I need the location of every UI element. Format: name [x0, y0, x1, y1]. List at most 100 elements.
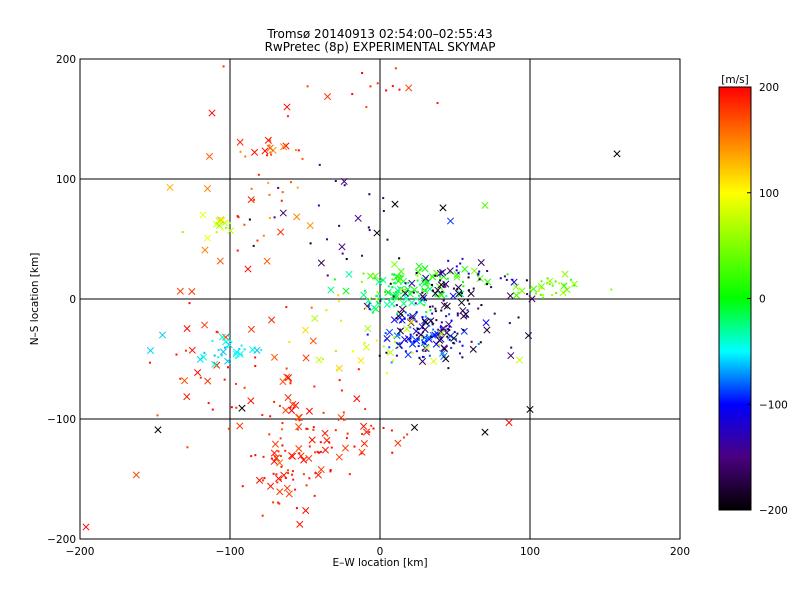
scatter-point: [417, 345, 420, 348]
scatter-point: [570, 280, 578, 288]
scatter-point: [376, 302, 379, 305]
scatter-point: [395, 354, 398, 357]
scatter-point: [391, 85, 394, 88]
scatter-point: [450, 334, 458, 342]
scatter-point: [308, 436, 316, 444]
scatter-point: [382, 209, 385, 212]
scatter-point: [440, 321, 443, 324]
scatter-point: [393, 336, 396, 339]
scatter-point: [478, 270, 481, 273]
scatter-point: [398, 305, 407, 313]
scatter-point: [407, 318, 415, 326]
scatter-point: [254, 454, 257, 457]
scatter-point: [337, 294, 340, 297]
scatter-point: [424, 315, 427, 318]
scatter-point: [188, 302, 191, 305]
scatter-point: [385, 89, 388, 92]
scatter-point: [529, 285, 538, 293]
scatter-point: [368, 193, 371, 196]
scatter-point: [277, 450, 280, 453]
scatter-point: [82, 523, 90, 531]
scatter-point: [534, 292, 537, 295]
colorbar-ticks: 200 100 0 −100 −200: [747, 82, 788, 517]
scatter-point: [430, 357, 438, 365]
scatter-point: [399, 320, 402, 323]
scatter-point: [397, 267, 405, 276]
scatter-point: [458, 340, 461, 343]
scatter-point: [230, 406, 233, 409]
scatter-point: [404, 282, 407, 285]
scatter-point: [221, 228, 224, 231]
scatter-point: [379, 299, 382, 302]
scatter-point: [255, 476, 264, 484]
scatter-point: [263, 477, 266, 480]
scatter-point: [353, 445, 356, 448]
scatter-point: [546, 277, 554, 285]
scatter-point: [200, 353, 208, 361]
scatter-point: [361, 254, 364, 257]
scatter-point: [460, 292, 463, 295]
scatter-point: [279, 454, 282, 457]
scatter-point: [423, 304, 426, 307]
scatter-point: [216, 331, 219, 334]
scatter-point: [276, 488, 284, 496]
scatter-point: [526, 293, 529, 296]
scatter-point: [421, 291, 424, 294]
scatter-point: [441, 345, 449, 353]
scatter-point: [280, 465, 283, 468]
scatter-point: [391, 286, 394, 289]
scatter-point: [387, 285, 390, 288]
scatter-point: [268, 216, 271, 219]
scatter-point: [399, 274, 402, 277]
colorbar-tick-label: 0: [759, 294, 766, 306]
scatter-point: [302, 473, 305, 476]
scatter-point: [368, 301, 371, 304]
scatter-point: [404, 293, 407, 296]
scatter-point: [312, 428, 315, 431]
scatter-point: [510, 278, 518, 286]
scatter-point: [250, 187, 253, 190]
scatter-point: [409, 326, 412, 329]
scatter-point: [368, 431, 371, 434]
scatter-point: [467, 272, 470, 275]
scatter-point: [470, 267, 478, 275]
scatter-point: [362, 272, 365, 275]
scatter-point: [443, 283, 446, 286]
scatter-point: [323, 93, 332, 101]
scatter-point: [400, 288, 403, 291]
scatter-point: [238, 347, 241, 350]
scatter-point: [132, 471, 140, 479]
scatter-point: [434, 310, 437, 313]
scatter-point: [416, 291, 419, 294]
scatter-point: [351, 93, 354, 96]
scatter-point: [452, 287, 455, 290]
scatter-point: [431, 323, 434, 326]
scatter-point: [397, 345, 400, 348]
scatter-point: [365, 306, 368, 309]
scatter-point: [288, 341, 291, 344]
scatter-point: [431, 305, 434, 308]
scatter-point: [335, 453, 343, 461]
scatter-point: [417, 294, 420, 297]
scatter-point: [406, 433, 409, 436]
scatter-point: [388, 346, 391, 349]
scatter-point: [333, 278, 336, 281]
scatter-point: [394, 439, 402, 447]
scatter-point: [341, 252, 344, 255]
scatter-point: [224, 226, 227, 229]
scatter-point: [454, 284, 463, 292]
scatter-point: [424, 342, 427, 345]
scatter-point: [288, 452, 296, 460]
scatter-point: [537, 283, 546, 291]
scatter-point: [236, 422, 244, 430]
scatter-point: [403, 325, 411, 333]
scatter-point: [257, 173, 260, 176]
scatter-point: [440, 301, 448, 309]
scatter-point: [376, 291, 379, 294]
scatter-point: [227, 227, 235, 235]
scatter-point: [296, 520, 304, 528]
scatter-point: [439, 325, 442, 328]
scatter-point: [261, 147, 269, 155]
scatter-point: [421, 318, 429, 326]
scatter-point: [305, 454, 313, 462]
